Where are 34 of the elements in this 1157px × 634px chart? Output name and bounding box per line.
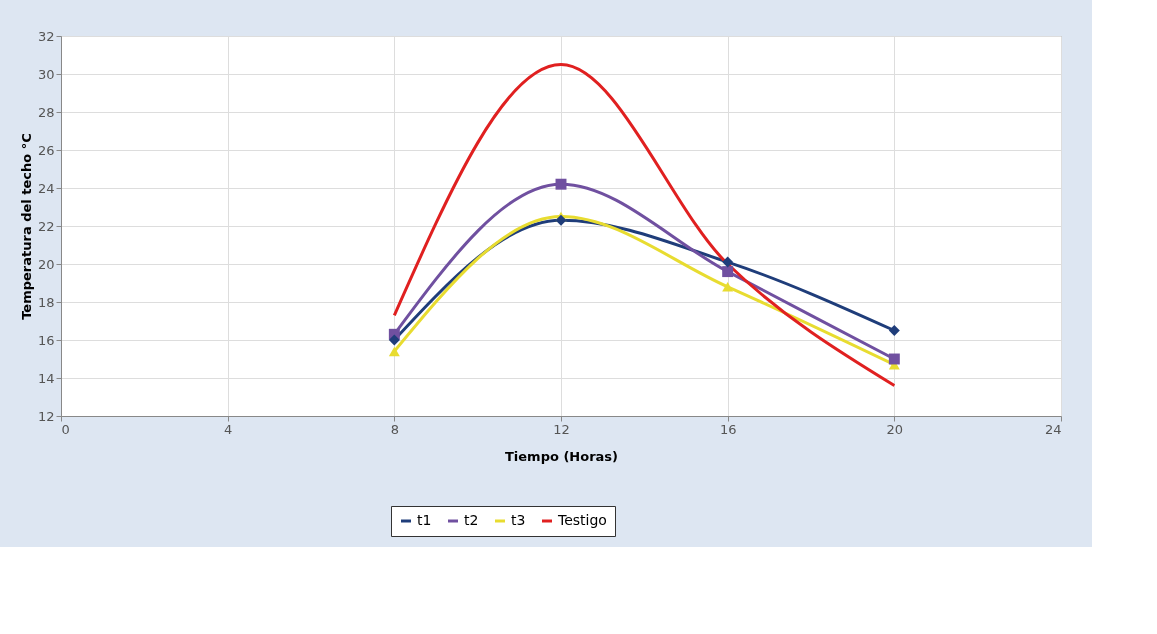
x-tick-label: 16 bbox=[719, 421, 737, 437]
point bbox=[555, 178, 567, 190]
y-tick-label: 30 bbox=[37, 66, 55, 82]
y-tick-label: 16 bbox=[37, 332, 55, 348]
y-tick-label: 24 bbox=[37, 180, 55, 196]
x-tick-label: 12 bbox=[553, 421, 570, 437]
legend-label: t3 bbox=[511, 512, 526, 528]
point bbox=[388, 334, 400, 346]
y-tick-label: 20 bbox=[37, 256, 55, 272]
legend-label: t1 bbox=[417, 512, 432, 528]
x-tick-label: 4 bbox=[224, 421, 233, 437]
legend-label: Testigo bbox=[557, 512, 607, 528]
x-tick-label: 24 bbox=[1044, 421, 1062, 437]
y-tick-label: 12 bbox=[37, 408, 55, 424]
x-tick-label: 0 bbox=[61, 421, 70, 437]
line-series bbox=[392, 63, 896, 388]
point bbox=[722, 256, 734, 268]
x-tick-label: 20 bbox=[886, 421, 904, 437]
y-tick-label: 18 bbox=[37, 294, 55, 310]
point bbox=[722, 282, 734, 292]
y-axis-title: Temperatura del techo °C bbox=[18, 133, 34, 320]
y-tick-label: 14 bbox=[37, 370, 55, 386]
x-tick-label: 8 bbox=[390, 421, 399, 437]
y-tick-label: 26 bbox=[37, 142, 55, 158]
legend-label: t2 bbox=[464, 512, 479, 528]
point bbox=[888, 353, 900, 365]
point bbox=[555, 214, 567, 226]
y-tick-label: 22 bbox=[37, 218, 55, 234]
y-tick-label: 28 bbox=[37, 104, 55, 120]
point bbox=[388, 346, 400, 357]
y-tick-label: 32 bbox=[37, 28, 55, 44]
point bbox=[888, 325, 900, 336]
point bbox=[722, 266, 734, 278]
x-axis-title: Tiempo (Horas) bbox=[504, 448, 619, 464]
